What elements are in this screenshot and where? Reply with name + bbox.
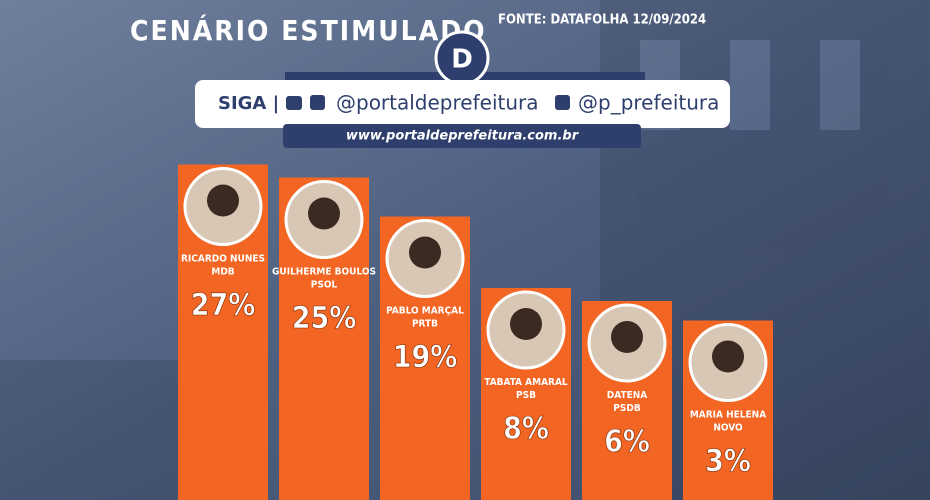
handle-main: @portaldeprefeitura <box>336 91 539 115</box>
follow-label: SIGA | <box>218 93 279 114</box>
value-label: 6% <box>604 425 650 460</box>
candidate-photo-head <box>510 308 542 340</box>
value-label: 19% <box>393 340 458 375</box>
candidate-party: PSOL <box>311 280 338 291</box>
social-bar <box>195 80 730 128</box>
twitter-icon <box>555 95 570 110</box>
source: FONTE: DATAFOLHA 12/09/2024 <box>498 13 706 28</box>
candidate-name: RICARDO NUNES <box>181 254 265 265</box>
candidate-photo-head <box>611 321 643 353</box>
value-label: 8% <box>503 412 549 447</box>
candidate-photo-head <box>409 236 441 269</box>
value-label: 27% <box>191 288 256 323</box>
handle-twitter: @p_prefeitura <box>578 91 719 115</box>
candidate-party: PRTB <box>412 319 438 330</box>
candidate-photo-head <box>712 340 744 373</box>
candidate-name: GUILHERME BOULOS <box>272 267 376 278</box>
website-band <box>283 124 641 148</box>
value-label: 3% <box>705 444 751 479</box>
facebook-icon <box>310 95 325 110</box>
candidate-name: PABLO MARÇAL <box>386 306 464 317</box>
candidate-photo-head <box>207 184 239 217</box>
website: www.portaldeprefeitura.com.br <box>346 129 580 144</box>
candidate-party: NOVO <box>713 423 743 434</box>
candidate-party: MDB <box>211 267 234 278</box>
candidate-name: TABATA AMARAL <box>484 377 568 388</box>
chart-title: CENÁRIO ESTIMULADO <box>130 13 487 47</box>
candidate-party: PSB <box>516 390 536 401</box>
candidate-name: MARIA HELENA <box>690 410 766 421</box>
candidate-photo-head <box>308 197 340 230</box>
candidate-name: DATENA <box>607 390 647 401</box>
value-label: 25% <box>292 301 357 336</box>
candidate-party: PSDB <box>613 403 641 414</box>
youtube-icon <box>286 96 302 110</box>
logo-mark: D <box>451 45 473 75</box>
